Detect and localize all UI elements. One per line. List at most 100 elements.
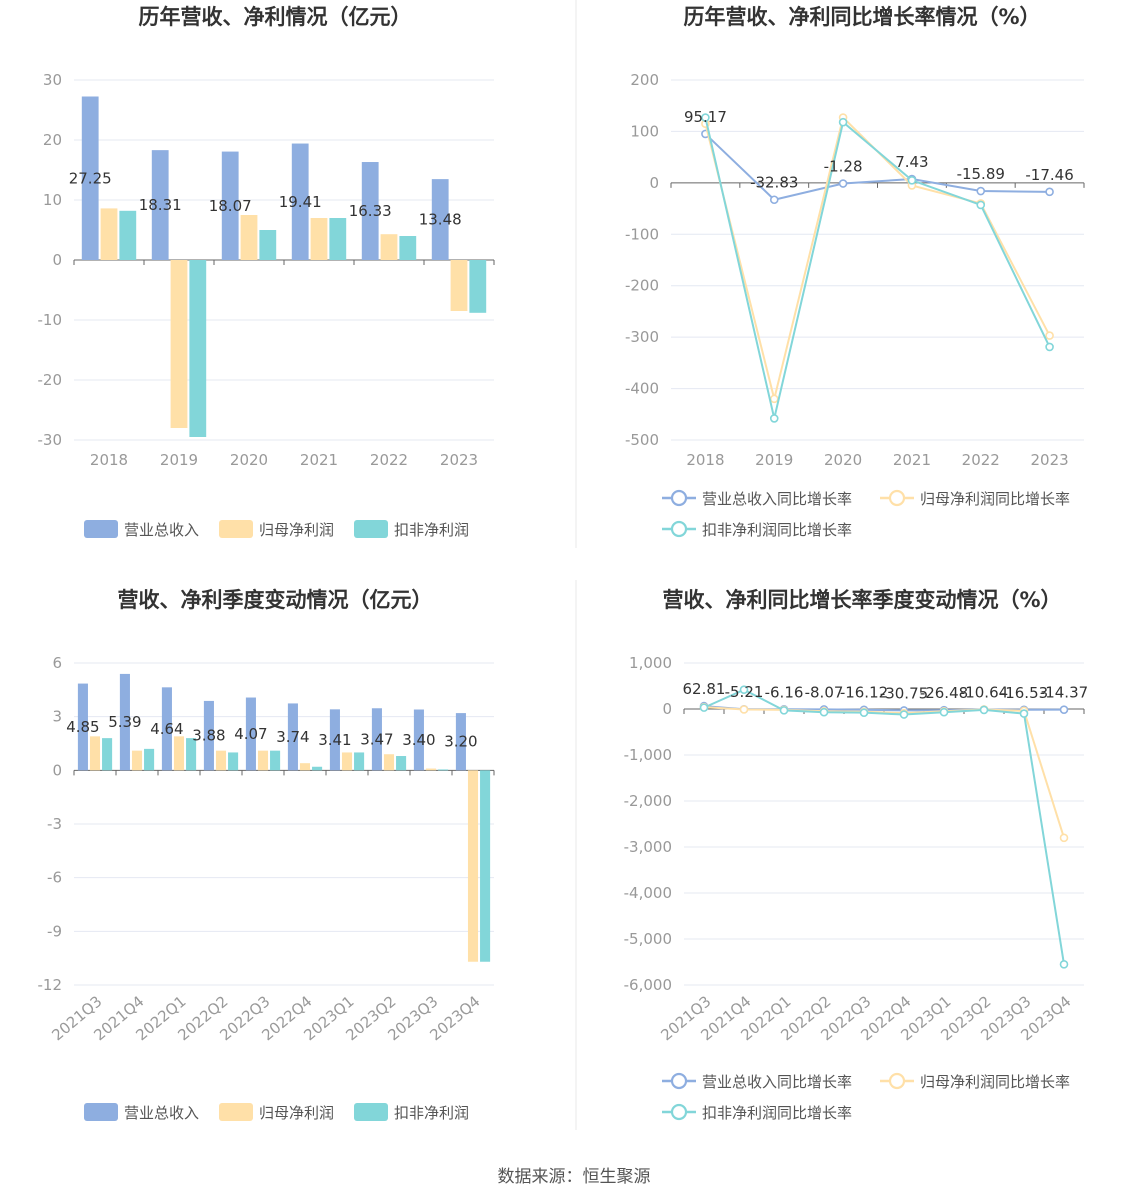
- bar-revenue: [291, 143, 309, 260]
- legend-item[interactable]: 营业总收入: [84, 520, 199, 539]
- legend-label: 扣非净利润同比增长率: [702, 521, 852, 539]
- line-point: [779, 706, 789, 715]
- bar-parent-net-profit: [341, 752, 353, 771]
- line-revenue-growth: [704, 133, 1050, 201]
- line-point: [976, 186, 986, 196]
- data-label: 3.41: [318, 731, 351, 749]
- y-tick-label: -30: [38, 431, 63, 449]
- legend-label: 扣非净利润: [394, 521, 469, 539]
- line-point: [769, 394, 779, 404]
- chart-panel-3: 营收、净利季度变动情况（亿元）630-3-6-9-122021Q32021Q42…: [38, 588, 495, 1122]
- bar-deducted-net-profit: [396, 756, 407, 771]
- y-tick-label: 200: [630, 71, 659, 89]
- data-label: 18.31: [139, 196, 182, 214]
- x-tick-label: 2020: [230, 451, 268, 469]
- y-tick-label: 3: [52, 708, 62, 726]
- y-tick-label: -200: [625, 277, 659, 295]
- line-parent-profit-growth: [703, 706, 1065, 839]
- legend-swatch: [219, 1103, 253, 1121]
- line-point: [838, 117, 848, 127]
- bar-revenue: [287, 703, 298, 771]
- data-label: 16.33: [349, 202, 392, 220]
- line-point: [838, 179, 848, 188]
- line-deducted-profit-growth: [703, 688, 1065, 965]
- y-tick-label: -1,000: [624, 746, 672, 764]
- legend-item[interactable]: 扣非净利润同比增长率: [662, 1103, 852, 1122]
- bar-revenue: [329, 709, 340, 771]
- bar-revenue: [81, 96, 99, 260]
- bar-deducted-net-profit: [189, 260, 207, 437]
- bar-parent-net-profit: [450, 260, 468, 311]
- y-tick-label: 10: [43, 191, 62, 209]
- bar-parent-net-profit: [170, 260, 188, 428]
- bar-parent-net-profit: [215, 750, 227, 771]
- data-label: -30.75: [880, 684, 928, 702]
- chart-title: 历年营收、净利情况（亿元）: [139, 5, 412, 29]
- legend-item[interactable]: 营业总收入: [84, 1103, 199, 1122]
- legend-item[interactable]: 归母净利润: [219, 1103, 334, 1122]
- y-tick-label: -3: [47, 815, 62, 833]
- bar-parent-net-profit: [467, 770, 479, 962]
- line-point: [1059, 959, 1069, 969]
- legend-item[interactable]: 营业总收入同比增长率: [662, 1072, 852, 1091]
- legend-item[interactable]: 扣非净利润同比增长率: [662, 520, 852, 539]
- bar-parent-net-profit: [131, 750, 143, 771]
- y-tick-label: 0: [52, 761, 62, 779]
- line-point: [699, 703, 709, 712]
- legend-label: 营业总收入: [124, 1104, 199, 1122]
- data-label: -14.37: [1040, 684, 1088, 702]
- legend-swatch: [354, 1103, 388, 1121]
- bar-deducted-net-profit: [259, 230, 277, 260]
- line-point: [1019, 709, 1029, 718]
- legend-label: 归母净利润同比增长率: [920, 1073, 1070, 1091]
- data-label: -26.48: [920, 684, 968, 702]
- y-tick-label: -300: [625, 328, 659, 346]
- legend-item[interactable]: 归母净利润同比增长率: [880, 1072, 1070, 1091]
- legend: 营业总收入 归母净利润 扣非净利润: [84, 1103, 469, 1122]
- data-label: -6.16: [765, 683, 804, 701]
- y-tick-label: 0: [649, 174, 659, 192]
- y-tick-label: -6,000: [624, 976, 672, 994]
- data-label: 7.43: [895, 153, 928, 171]
- data-label: 19.41: [279, 193, 322, 211]
- legend-item[interactable]: 扣非净利润: [354, 520, 469, 539]
- bar-revenue: [203, 700, 214, 771]
- data-source-label: 数据来源：恒生聚源: [498, 1167, 651, 1187]
- data-label: 3.20: [444, 733, 477, 751]
- x-tick-label: 2018: [90, 451, 128, 469]
- legend-swatch: [354, 520, 388, 538]
- bar-deducted-net-profit: [469, 260, 487, 313]
- data-label: 3.40: [402, 731, 435, 749]
- line-point: [907, 175, 917, 185]
- bar-deducted-net-profit: [102, 738, 113, 771]
- legend-item[interactable]: 归母净利润: [219, 520, 334, 539]
- y-tick-label: -2,000: [624, 792, 672, 810]
- legend-marker: [670, 520, 688, 538]
- y-tick-label: -100: [625, 225, 659, 243]
- data-label: 3.74: [276, 728, 309, 746]
- legend-item[interactable]: 归母净利润同比增长率: [880, 489, 1070, 508]
- line-point: [819, 707, 829, 717]
- legend-swatch: [84, 1103, 118, 1121]
- data-label: -32.83: [750, 174, 798, 192]
- bar-revenue: [361, 162, 379, 260]
- legend-label: 归母净利润: [259, 521, 334, 539]
- bar-revenue: [431, 179, 449, 260]
- bar-deducted-net-profit: [354, 752, 365, 771]
- line-point: [739, 705, 749, 714]
- legend-item[interactable]: 营业总收入同比增长率: [662, 489, 852, 508]
- bar-revenue: [455, 713, 466, 771]
- chart-panel-4: 营收、净利同比增长率季度变动情况（%） 1,000 0 -1,000 -2,000 -3,…: [624, 588, 1089, 1122]
- legend-marker: [888, 1072, 906, 1090]
- y-tick-label: -4,000: [624, 884, 672, 902]
- y-tick-label: -20: [38, 371, 63, 389]
- line-point: [1045, 331, 1054, 340]
- line-point: [769, 414, 779, 423]
- x-tick-label: 2023: [1030, 451, 1068, 469]
- legend-item[interactable]: 扣非净利润: [354, 1103, 469, 1122]
- x-tick-label: 2023: [440, 451, 478, 469]
- data-label: 62.81: [683, 680, 726, 698]
- line-point: [976, 200, 986, 210]
- data-label: 3.47: [360, 730, 393, 748]
